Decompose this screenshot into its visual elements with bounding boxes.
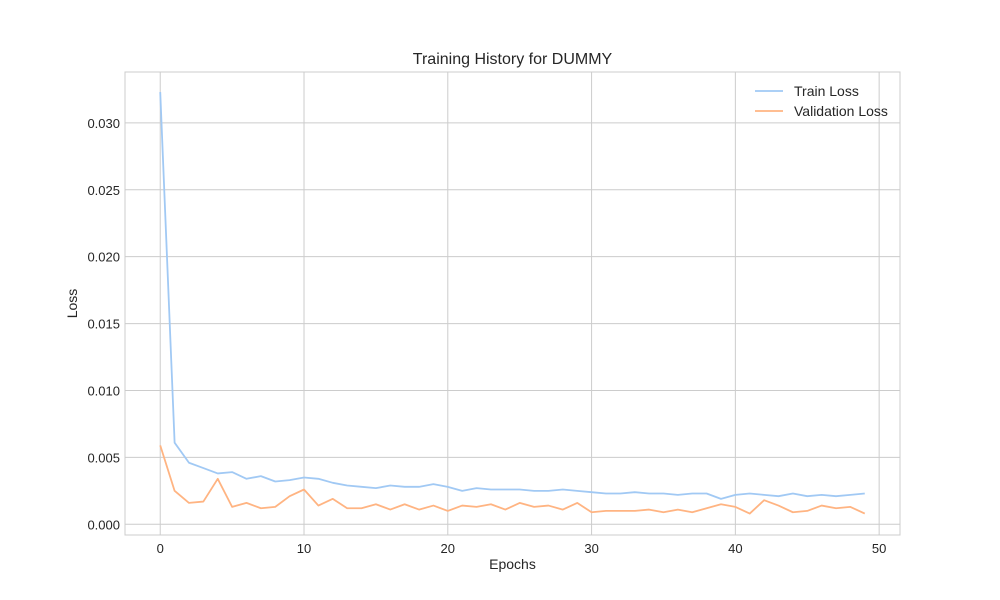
y-axis-ticks: 0.000 0.005 0.010 0.015 0.020 0.025 0.030: [87, 116, 120, 532]
series-line-validation-loss: [159, 445, 866, 515]
legend-label: Train Loss: [794, 83, 859, 99]
series-lines: [159, 92, 866, 515]
plot-frame: [124, 71, 901, 536]
y-axis-label: Loss: [64, 289, 80, 319]
y-tick-label: 0.030: [87, 116, 120, 131]
y-tick-label: 0.000: [87, 517, 120, 532]
y-tick-label: 0.015: [87, 317, 120, 332]
x-tick-label: 20: [441, 541, 455, 556]
y-tick-label: 0.010: [87, 383, 120, 398]
legend-label: Validation Loss: [794, 103, 888, 119]
chart-title: Training History for DUMMY: [413, 51, 613, 68]
x-tick-label: 40: [728, 541, 742, 556]
y-tick-label: 0.005: [87, 450, 120, 465]
x-tick-label: 0: [157, 541, 164, 556]
y-tick-label: 0.025: [87, 183, 120, 198]
grid-lines: [125, 72, 900, 535]
x-axis-label: Epochs: [489, 556, 536, 572]
x-axis-ticks: 0 10 20 30 40 50: [157, 541, 887, 556]
series-line-train-loss: [159, 92, 865, 500]
x-tick-label: 30: [584, 541, 598, 556]
x-tick-label: 50: [872, 541, 886, 556]
y-tick-label: 0.020: [87, 250, 120, 265]
legend: Train Loss Validation Loss: [755, 83, 888, 119]
x-tick-label: 10: [297, 541, 311, 556]
